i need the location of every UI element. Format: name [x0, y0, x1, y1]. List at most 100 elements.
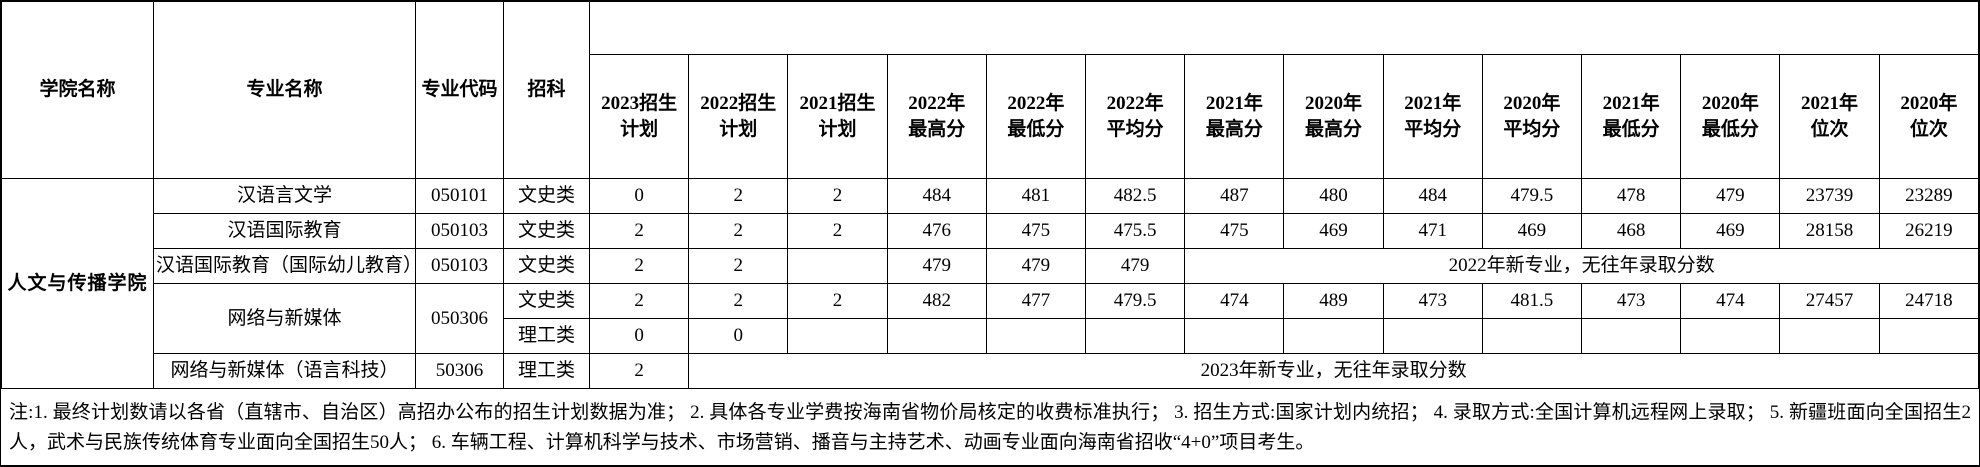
col-header-avg-2022: 2022年 平均分 [1085, 54, 1186, 179]
cell-code: 050103 [415, 248, 504, 284]
col-header-rank-2020: 2020年 位次 [1878, 54, 1979, 179]
cell-value: 489 [1283, 283, 1384, 319]
cell-value: 475.5 [1085, 213, 1186, 249]
cell-value: 23739 [1779, 178, 1880, 214]
cell-value: 23289 [1878, 178, 1979, 214]
cell-merged-note: 2023年新专业，无往年录取分数 [688, 353, 1979, 389]
cell-subject: 文史类 [503, 248, 590, 284]
cell-value: 481 [985, 178, 1087, 214]
cell-value: 482.5 [1085, 178, 1186, 214]
cell-value: 479 [985, 248, 1087, 284]
cell-value [1481, 318, 1583, 354]
cell-value: 2 [588, 213, 690, 249]
cell-subject: 理工类 [503, 353, 590, 389]
cell-value [1581, 318, 1682, 354]
col-header-avg-2021: 2021年 平均分 [1382, 54, 1483, 179]
cell-code: 050101 [415, 178, 504, 214]
cell-value: 479 [1085, 248, 1186, 284]
cell-value: 484 [886, 178, 987, 214]
cell-value: 487 [1184, 178, 1285, 214]
cell-value: 469 [1481, 213, 1583, 249]
cell-value: 0 [688, 318, 789, 354]
cell-value: 26219 [1878, 213, 1979, 249]
cell-major: 汉语国际教育（国际幼儿教育） [153, 248, 416, 284]
cell-value: 2 [787, 213, 888, 249]
cell-value: 479.5 [1085, 283, 1186, 319]
col-header-min-2022: 2022年 最低分 [985, 54, 1087, 179]
table-row: 汉语国际教育（国际幼儿教育） 050103 文史类 2 2 479 479 47… [2, 248, 1979, 284]
col-header-plan-2023: 2023招生 计划 [588, 54, 690, 179]
cell-value: 475 [985, 213, 1087, 249]
footnote-text: 注:1. 最终计划数请以各省（直辖市、自治区）高招办公布的招生计划数据为准； 2… [9, 402, 1971, 454]
cell-value [1283, 318, 1384, 354]
cell-value: 2 [688, 248, 789, 284]
col-header-college: 学院名称 [1, 1, 154, 179]
cell-value: 2 [688, 283, 789, 319]
cell-value: 2 [588, 283, 690, 319]
cell-value: 479 [886, 248, 987, 284]
cell-subject: 文史类 [503, 213, 590, 249]
cell-value: 0 [588, 178, 690, 214]
header-row-years: 2023招生 计划 2022招生 计划 2021招生 计划 2022年 最高分 … [2, 54, 1979, 179]
cell-value: 2 [688, 213, 789, 249]
cell-value: 27457 [1779, 283, 1880, 319]
col-header-plan-2022: 2022招生 计划 [688, 54, 789, 179]
cell-value [787, 248, 888, 284]
header-spacer-cell [589, 1, 1979, 55]
cell-subject: 文史类 [503, 178, 590, 214]
cell-value: 474 [1184, 283, 1285, 319]
cell-value: 482 [886, 283, 987, 319]
cell-value: 0 [588, 318, 690, 354]
cell-value: 2 [688, 178, 789, 214]
col-header-max-2022: 2022年 最高分 [886, 54, 987, 179]
col-header-plan-2021: 2021招生 计划 [787, 54, 888, 179]
cell-value: 2 [588, 248, 690, 284]
col-header-major: 专业名称 [153, 1, 416, 179]
cell-value: 468 [1581, 213, 1682, 249]
cell-value [1382, 318, 1483, 354]
cell-value [1878, 318, 1979, 354]
cell-value [1779, 318, 1880, 354]
cell-subject: 理工类 [503, 318, 590, 354]
col-header-rank-2021: 2021年 位次 [1779, 54, 1880, 179]
col-header-max-2021: 2021年 最高分 [1184, 54, 1285, 179]
cell-value: 469 [1680, 213, 1781, 249]
cell-value: 473 [1382, 283, 1483, 319]
cell-college-name: 人文与传播学院 [1, 178, 154, 389]
cell-value: 477 [985, 283, 1087, 319]
cell-major: 汉语国际教育 [153, 213, 416, 249]
cell-major: 网络与新媒体 [153, 283, 416, 354]
cell-value: 479 [1680, 178, 1781, 214]
col-header-subject: 招科 [503, 1, 590, 179]
cell-merged-note: 2022年新专业，无往年录取分数 [1184, 248, 1979, 284]
cell-value: 473 [1581, 283, 1682, 319]
cell-value: 2 [787, 283, 888, 319]
col-header-max-2020: 2020年 最高分 [1283, 54, 1384, 179]
cell-major: 汉语言文学 [153, 178, 416, 214]
cell-value [1680, 318, 1781, 354]
cell-value: 476 [886, 213, 987, 249]
cell-value: 480 [1283, 178, 1384, 214]
cell-value [1085, 318, 1186, 354]
cell-code: 050306 [415, 283, 504, 354]
cell-value: 471 [1382, 213, 1483, 249]
table-row: 汉语国际教育 050103 文史类 2 2 2 476 475 475.5 47… [2, 213, 1979, 249]
cell-value [787, 318, 888, 354]
cell-value: 484 [1382, 178, 1483, 214]
admission-plan-table: 学院名称 专业名称 专业代码 招科 2023招生 计划 2022招生 计划 20… [1, 1, 1979, 389]
cell-value: 28158 [1779, 213, 1880, 249]
table-row: 人文与传播学院 汉语言文学 050101 文史类 0 2 2 484 481 4… [1, 178, 1979, 389]
cell-value: 2 [787, 178, 888, 214]
col-header-min-2021: 2021年 最低分 [1581, 54, 1682, 179]
header-row-top: 学院名称 专业名称 专业代码 招科 [1, 1, 1979, 179]
cell-value: 469 [1283, 213, 1384, 249]
cell-value [886, 318, 987, 354]
col-header-min-2020: 2020年 最低分 [1680, 54, 1781, 179]
cell-code: 50306 [415, 353, 504, 389]
cell-value [985, 318, 1087, 354]
cell-code: 050103 [415, 213, 504, 249]
cell-value [1184, 318, 1285, 354]
col-header-code: 专业代码 [415, 1, 504, 179]
cell-value: 481.5 [1481, 283, 1583, 319]
